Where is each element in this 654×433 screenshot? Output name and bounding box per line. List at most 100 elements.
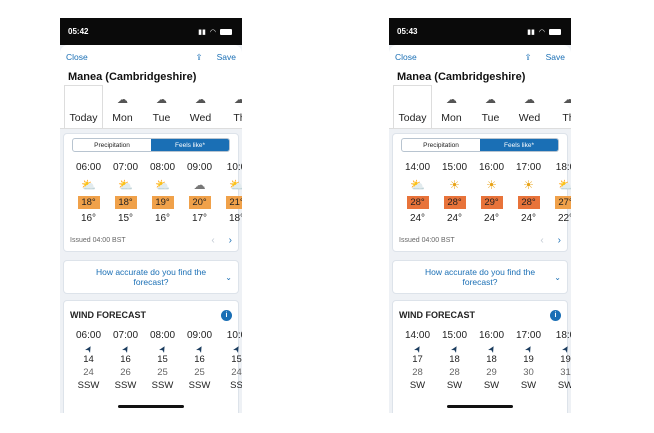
wind-title: WIND FORECAST: [399, 310, 475, 320]
hourly-forecast-card: Precipitation Feels like* 06:00 ⛅ 18° 16° 07…: [63, 133, 242, 252]
save-button[interactable]: Save: [545, 52, 565, 62]
precipitation-toggle[interactable]: Precipitation: [423, 141, 459, 149]
wind-gust-value: 24: [231, 367, 242, 378]
wifi-icon: ◠: [209, 28, 216, 36]
feels-like-value: 19°: [151, 196, 174, 209]
save-button[interactable]: Save: [216, 52, 236, 62]
day-label: Th: [233, 112, 242, 124]
feels-like-toggle[interactable]: Feels like*: [151, 139, 229, 151]
feels-like-value: 28°: [517, 196, 540, 209]
wind-grid: 14:00 ➤ 17 28 SW 15:00 ➤ 18 28 SW 16:00 ➤ 18 29 SW 17:0…: [399, 324, 571, 394]
forecast-sheet: Close ⇪ Save Manea (Cambridgeshire) ☁Tod…: [60, 45, 242, 129]
info-icon[interactable]: i: [550, 309, 561, 321]
hourly-grid: 14:00 ⛅ 28° 24° 15:00 ☀ 28° 24° 16:00 ☀ 29° 24° 17:0…: [399, 160, 571, 227]
tab-day-2[interactable]: ☁ Tue: [471, 85, 510, 128]
accuracy-feedback[interactable]: How accurate do you find the forecast? ⌄: [63, 260, 239, 294]
close-button[interactable]: Close: [395, 52, 417, 62]
day-label: Th: [562, 112, 571, 124]
tab-day-3[interactable]: ☁ Wed: [181, 85, 220, 128]
hour-column: 14:00 ⛅ 28° 24°: [399, 160, 436, 227]
tab-day-1[interactable]: ☁ Mon: [103, 85, 142, 128]
battery-icon: [220, 28, 232, 35]
wind-speed-value: 19: [523, 354, 534, 365]
hour-column: 07:00 ⛅ 18° 15°: [107, 160, 144, 227]
wind-column: 15:00 ➤ 18 28 SW: [436, 324, 473, 394]
wind-direction-label: SW: [520, 380, 537, 391]
wind-direction-label: SS: [230, 380, 242, 391]
feels-like-value: 27°: [554, 196, 571, 209]
wind-gust-value: 30: [523, 367, 534, 378]
next-arrow-icon[interactable]: ›: [557, 234, 561, 246]
wind-direction-label: SSW: [77, 380, 100, 391]
wind-column: 16:00 ➤ 18 29 SW: [473, 324, 510, 394]
wind-direction-label: SSW: [114, 380, 137, 391]
temperature-value: 18°: [228, 213, 242, 224]
wind-hour-label: 10:0: [226, 330, 242, 341]
share-icon[interactable]: ⇪: [524, 51, 532, 62]
wind-column: 06:00 ➤ 14 24 SSW: [70, 324, 107, 394]
hour-label: 10:0: [226, 162, 242, 173]
sun-cloud-icon: ⛅: [410, 178, 425, 192]
wind-direction-label: SW: [483, 380, 500, 391]
wind-hour-label: 09:00: [186, 330, 213, 341]
previous-arrow-icon[interactable]: ‹: [211, 234, 215, 246]
wind-forecast-card: WIND FORECAST i 14:00 ➤ 17 28 SW 15:00 ➤ 18 28 SW…: [392, 300, 571, 413]
feels-like-value: 29°: [480, 196, 503, 209]
day-tabs: ☁Today ☁ Mon ☁ Tue ☁ Wed ☁ Th: [389, 85, 571, 129]
share-icon[interactable]: ⇪: [195, 51, 203, 62]
tab-day-1[interactable]: ☁ Mon: [432, 85, 471, 128]
wind-gust-value: 28: [412, 367, 423, 378]
feels-like-value: 21°: [225, 196, 242, 209]
hour-column: 15:00 ☀ 28° 24°: [436, 160, 473, 227]
hour-column: 10:0 ⛅ 21° 18°: [218, 160, 242, 227]
issued-row: Issued 04:00 BST ‹ ›: [70, 233, 232, 247]
status-time: 05:43: [397, 27, 418, 36]
wind-header: WIND FORECAST i: [399, 306, 561, 324]
tab-day-0[interactable]: ☁Today: [393, 85, 432, 128]
info-icon[interactable]: i: [221, 309, 232, 321]
hour-column: 09:00 ☁ 20° 17°: [181, 160, 218, 227]
top-bar: Close ⇪ Save: [389, 45, 571, 69]
hour-label: 18:0: [555, 162, 571, 173]
hour-column: 17:00 ☀ 28° 24°: [510, 160, 547, 227]
feels-like-toggle[interactable]: Feels like*: [480, 139, 558, 151]
wind-gust-value: 25: [194, 367, 205, 378]
wind-header: WIND FORECAST i: [70, 306, 232, 324]
hour-label: 17:00: [515, 162, 542, 173]
home-indicator: [118, 405, 184, 408]
tab-day-3[interactable]: ☁ Wed: [510, 85, 549, 128]
hour-label: 15:00: [441, 162, 468, 173]
tab-day-0[interactable]: ☁Today: [64, 85, 103, 128]
wind-speed-value: 18: [486, 354, 497, 365]
tab-day-4[interactable]: ☁ Th: [220, 85, 242, 128]
wind-direction-label: SSW: [188, 380, 211, 391]
previous-arrow-icon[interactable]: ‹: [540, 234, 544, 246]
forecast-toggle: Precipitation Feels like*: [72, 138, 230, 152]
accuracy-feedback[interactable]: How accurate do you find the forecast? ⌄: [392, 260, 568, 294]
wifi-icon: ◠: [538, 28, 545, 36]
wind-speed-value: 15: [231, 354, 242, 365]
tab-day-2[interactable]: ☁ Tue: [142, 85, 181, 128]
wind-column: 07:00 ➤ 16 26 SSW: [107, 324, 144, 394]
wind-direction-label: SW: [409, 380, 426, 391]
day-label: Today: [69, 112, 98, 124]
sun-icon: ☀: [486, 178, 497, 192]
hourly-forecast-card: Precipitation Feels like* 14:00 ⛅ 28° 24° 15…: [392, 133, 571, 252]
tab-day-4[interactable]: ☁ Th: [549, 85, 571, 128]
next-arrow-icon[interactable]: ›: [228, 234, 232, 246]
system-icons: ▮▮ ◠: [198, 28, 232, 36]
sun-icon: ☀: [449, 178, 460, 192]
status-time: 05:42: [68, 27, 89, 36]
precipitation-toggle[interactable]: Precipitation: [94, 141, 130, 149]
sun-cloud-icon: ⛅: [118, 178, 133, 192]
wind-gust-value: 26: [120, 367, 131, 378]
forecast-toggle: Precipitation Feels like*: [401, 138, 559, 152]
day-label: Mon: [441, 112, 462, 124]
home-indicator: [447, 405, 513, 408]
day-label: Mon: [112, 112, 133, 124]
cloud-icon: ☁: [156, 94, 167, 106]
status-bar: 05:43 ▮▮ ◠: [389, 18, 571, 45]
cloud-icon: ☁: [117, 94, 128, 106]
close-button[interactable]: Close: [66, 52, 88, 62]
